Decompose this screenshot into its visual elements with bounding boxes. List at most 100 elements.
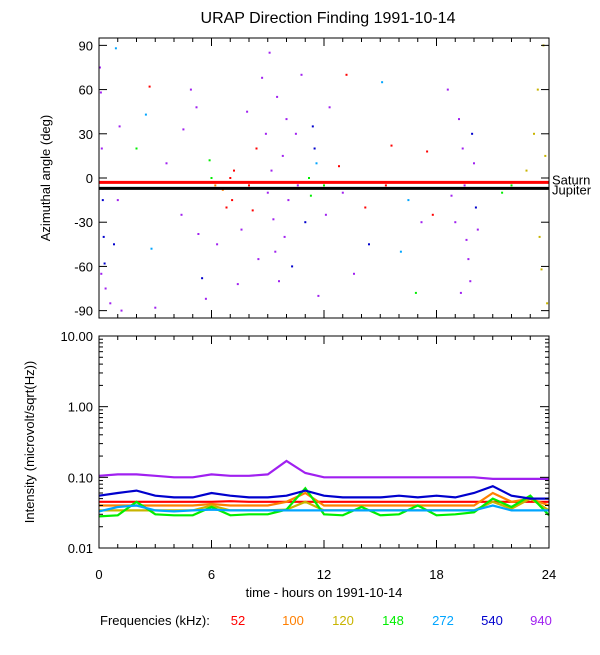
azimuth-point-27 xyxy=(208,159,211,162)
azimuth-point-108 xyxy=(546,302,549,305)
legend-item-940khz: 940 xyxy=(530,613,552,628)
azimuth-point-76 xyxy=(381,81,384,84)
intensity-series-148khz xyxy=(98,486,550,518)
azimuth-point-13 xyxy=(120,309,123,312)
azimuth-y-tick-label: 90 xyxy=(79,38,93,53)
azimuth-point-22 xyxy=(189,88,192,91)
azimuth-point-52 xyxy=(281,154,284,157)
azimuth-point-37 xyxy=(240,228,243,231)
azimuth-point-69 xyxy=(328,106,331,109)
azimuth-point-100 xyxy=(510,184,513,187)
azimuth-point-28 xyxy=(210,177,213,179)
azimuth-point-101 xyxy=(525,169,528,172)
azimuth-point-103 xyxy=(536,88,539,91)
azimuth-point-6 xyxy=(100,272,103,275)
azimuth-point-67 xyxy=(323,184,325,187)
azimuth-point-44 xyxy=(264,132,267,135)
intensity-series xyxy=(98,459,550,518)
azimuth-point-92 xyxy=(467,258,470,261)
azimuth-point-17 xyxy=(150,247,153,250)
azimuth-point-61 xyxy=(308,177,310,179)
azimuth-point-62 xyxy=(309,194,312,197)
azimuth-point-84 xyxy=(431,213,434,216)
intensity-plot-frame xyxy=(98,335,550,549)
saturn-label: Saturn xyxy=(552,172,590,187)
azimuth-point-93 xyxy=(469,280,472,283)
azimuth-x-ticks xyxy=(98,38,550,318)
azimuth-y-ticks: 90 60 30 0 -30 -60 -90 xyxy=(74,38,549,319)
azimuth-point-86 xyxy=(450,194,453,197)
intensity-y-tick-label: 1.00 xyxy=(68,400,93,415)
azimuth-point-32 xyxy=(225,206,228,209)
intensity-y-axis-label: Intensity (microvolt/sqrt(Hz)) xyxy=(22,361,37,524)
azimuth-point-0 xyxy=(98,66,101,69)
intensity-series-540khz xyxy=(98,485,549,500)
azimuth-y-tick-label: 0 xyxy=(86,171,93,186)
azimuth-point-49 xyxy=(274,250,277,253)
azimuth-point-82 xyxy=(420,221,423,224)
azimuth-point-88 xyxy=(458,118,460,121)
azimuth-point-99 xyxy=(501,191,504,194)
intensity-panel: 10.00 1.00 0.10 0.01 0 6 12 18 24 Intensity (mi… xyxy=(22,329,556,600)
azimuth-point-11 xyxy=(116,199,119,202)
azimuth-y-tick-label: -60 xyxy=(74,259,93,274)
intensity-y-tick-label: 10.00 xyxy=(60,329,93,344)
time-x-tick-label: 0 xyxy=(95,567,102,582)
time-x-tick-label: 18 xyxy=(429,567,443,582)
azimuth-point-60 xyxy=(304,221,307,224)
azimuth-point-10 xyxy=(118,125,121,128)
azimuth-point-54 xyxy=(285,118,288,121)
azimuth-point-9 xyxy=(114,47,117,50)
legend-item-52khz: 52 xyxy=(231,613,245,628)
azimuth-point-7 xyxy=(104,287,107,290)
time-x-tick-label: 6 xyxy=(208,567,215,582)
azimuth-point-2 xyxy=(100,147,103,150)
azimuth-point-77 xyxy=(384,184,387,187)
azimuth-point-26 xyxy=(204,297,207,300)
azimuth-point-73 xyxy=(353,272,355,275)
azimuth-point-35 xyxy=(233,169,235,172)
azimuth-point-45 xyxy=(266,191,269,194)
azimuth-point-5 xyxy=(103,262,106,265)
azimuth-point-50 xyxy=(276,95,279,98)
intensity-y-tick-label: 0.01 xyxy=(68,541,93,556)
azimuth-y-axis-label: Azimuthal angle (deg) xyxy=(38,115,53,241)
azimuth-point-48 xyxy=(272,218,275,221)
azimuth-points xyxy=(98,44,549,312)
legend-item-272khz: 272 xyxy=(432,613,454,628)
azimuth-point-95 xyxy=(473,162,475,165)
intensity-y-ticks: 10.00 1.00 0.10 0.01 xyxy=(60,329,549,556)
azimuth-y-tick-label: 30 xyxy=(79,127,93,142)
azimuth-point-25 xyxy=(201,277,204,280)
azimuth-point-89 xyxy=(461,147,464,150)
azimuth-point-78 xyxy=(390,144,393,147)
azimuth-point-66 xyxy=(317,294,320,297)
time-x-tick-label: 24 xyxy=(542,567,556,582)
azimuth-point-46 xyxy=(268,51,271,54)
azimuth-point-3 xyxy=(101,199,104,202)
azimuth-point-56 xyxy=(291,265,294,268)
azimuth-point-74 xyxy=(364,206,367,209)
azimuth-point-42 xyxy=(257,258,260,261)
azimuth-point-68 xyxy=(324,213,327,216)
azimuth-point-30 xyxy=(216,243,219,246)
chart-title: URAP Direction Finding 1991-10-14 xyxy=(201,10,456,27)
legend-item-100khz: 100 xyxy=(282,613,304,628)
intensity-series-272khz xyxy=(98,504,549,513)
azimuth-point-91 xyxy=(465,238,468,241)
azimuth-point-1 xyxy=(99,91,102,94)
legend-label: Frequencies (kHz): xyxy=(100,613,210,628)
azimuth-point-12 xyxy=(113,243,115,246)
azimuth-point-80 xyxy=(407,199,410,202)
azimuth-point-15 xyxy=(144,113,147,116)
azimuth-y-tick-label: -90 xyxy=(74,304,93,319)
azimuth-point-75 xyxy=(368,243,370,246)
azimuth-point-70 xyxy=(338,165,340,168)
azimuth-point-90 xyxy=(463,184,466,187)
azimuth-point-40 xyxy=(251,209,254,212)
azimuth-point-105 xyxy=(540,268,543,271)
azimuth-point-18 xyxy=(165,162,168,165)
